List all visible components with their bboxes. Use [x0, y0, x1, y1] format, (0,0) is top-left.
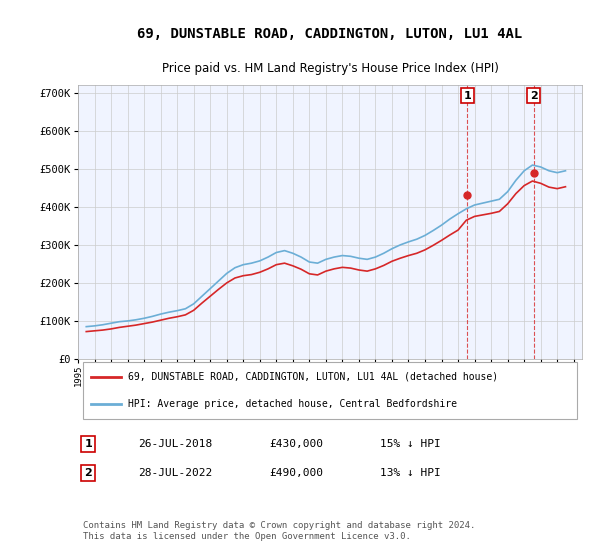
- Text: 69, DUNSTABLE ROAD, CADDINGTON, LUTON, LU1 4AL: 69, DUNSTABLE ROAD, CADDINGTON, LUTON, L…: [137, 27, 523, 41]
- Text: 26-JUL-2018: 26-JUL-2018: [139, 439, 213, 449]
- FancyBboxPatch shape: [83, 362, 577, 419]
- Text: 28-JUL-2022: 28-JUL-2022: [139, 468, 213, 478]
- Text: Contains HM Land Registry data © Crown copyright and database right 2024.
This d: Contains HM Land Registry data © Crown c…: [83, 521, 475, 541]
- Text: 13% ↓ HPI: 13% ↓ HPI: [380, 468, 441, 478]
- Text: HPI: Average price, detached house, Central Bedfordshire: HPI: Average price, detached house, Cent…: [128, 399, 457, 409]
- Text: 15% ↓ HPI: 15% ↓ HPI: [380, 439, 441, 449]
- Text: 1: 1: [84, 439, 92, 449]
- Text: Price paid vs. HM Land Registry's House Price Index (HPI): Price paid vs. HM Land Registry's House …: [161, 62, 499, 74]
- Text: 2: 2: [530, 91, 538, 101]
- Text: 2: 2: [84, 468, 92, 478]
- Text: 69, DUNSTABLE ROAD, CADDINGTON, LUTON, LU1 4AL (detached house): 69, DUNSTABLE ROAD, CADDINGTON, LUTON, L…: [128, 372, 499, 382]
- Text: £430,000: £430,000: [269, 439, 323, 449]
- Text: 1: 1: [464, 91, 472, 101]
- Text: £490,000: £490,000: [269, 468, 323, 478]
